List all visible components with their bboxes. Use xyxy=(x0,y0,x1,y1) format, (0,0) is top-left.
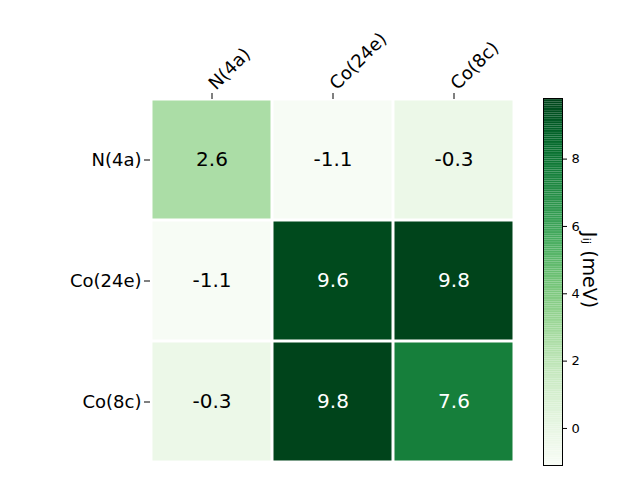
html-text:Jᵢⱼ (meV): Jᵢⱼ (meV) xyxy=(579,231,601,309)
svg-text:N(4a): N(4a) xyxy=(204,43,254,93)
svg-text:-1.1: -1.1 xyxy=(192,268,231,292)
svg-text:Co(8c): Co(8c) xyxy=(83,391,142,412)
svg-text:Co(24e): Co(24e) xyxy=(70,270,142,291)
svg-text:Co(8c): Co(8c) xyxy=(446,37,503,94)
svg-text:2: 2 xyxy=(572,353,580,368)
svg-text:-0.3: -0.3 xyxy=(192,389,231,413)
svg-text:Co(24e): Co(24e) xyxy=(325,28,390,93)
svg-text:9.8: 9.8 xyxy=(438,268,470,292)
svg-text:0: 0 xyxy=(572,421,580,436)
svg-text:2.6: 2.6 xyxy=(196,147,228,171)
svg-text:N(4a): N(4a) xyxy=(92,149,142,170)
svg-text:7.6: 7.6 xyxy=(438,389,470,413)
svg-text:-1.1: -1.1 xyxy=(313,147,352,171)
svg-text:4: 4 xyxy=(572,286,580,301)
svg-text:6: 6 xyxy=(572,219,580,234)
svg-text:9.6: 9.6 xyxy=(317,268,349,292)
svg-text:8: 8 xyxy=(572,151,580,166)
svg-text:-0.3: -0.3 xyxy=(434,147,473,171)
svg-text:9.8: 9.8 xyxy=(317,389,349,413)
